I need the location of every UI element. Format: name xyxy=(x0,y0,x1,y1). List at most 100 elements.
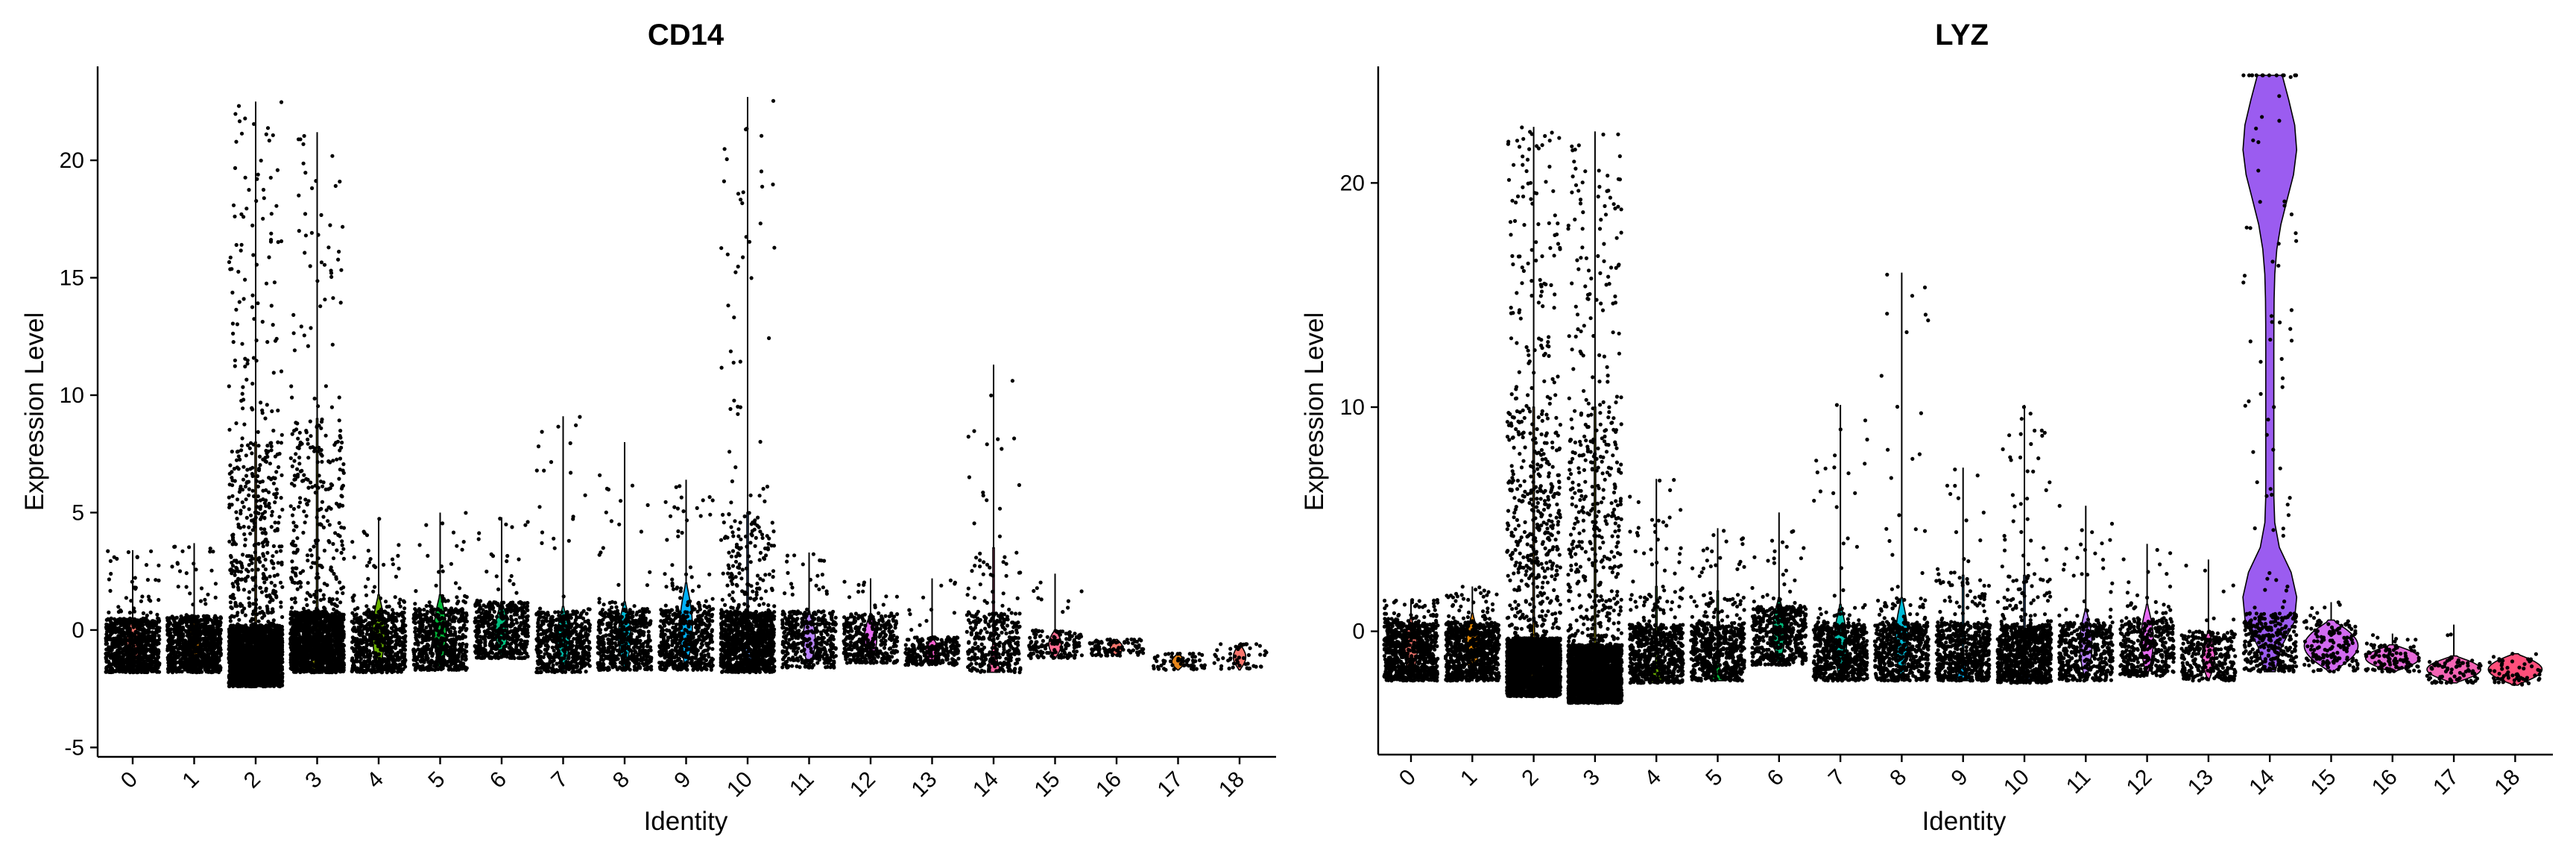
data-point xyxy=(139,658,144,662)
data-point xyxy=(271,133,275,137)
data-point xyxy=(250,667,256,672)
data-point xyxy=(122,660,127,665)
data-point xyxy=(141,616,145,621)
data-point xyxy=(232,558,236,563)
data-point xyxy=(235,450,239,454)
data-point xyxy=(233,542,239,547)
data-point xyxy=(236,576,241,581)
data-point xyxy=(249,513,253,517)
data-point xyxy=(107,577,111,582)
data-point xyxy=(273,529,277,533)
data-point xyxy=(202,614,206,619)
data-point xyxy=(268,462,272,466)
data-point xyxy=(274,204,279,208)
data-point xyxy=(233,573,237,577)
data-point xyxy=(278,580,283,585)
data-point xyxy=(279,369,284,374)
data-point xyxy=(280,507,285,512)
data-point xyxy=(209,670,214,675)
chart-title: CD14 xyxy=(648,19,724,51)
data-point xyxy=(323,384,328,388)
data-point xyxy=(261,544,265,549)
data-point xyxy=(276,240,280,245)
data-point xyxy=(250,488,255,493)
data-point xyxy=(153,619,157,624)
data-point xyxy=(239,683,244,687)
data-point xyxy=(236,269,241,274)
data-point xyxy=(174,621,178,626)
data-point xyxy=(280,473,284,477)
data-point xyxy=(256,172,260,177)
data-point xyxy=(249,678,253,682)
data-point xyxy=(104,636,108,641)
data-point xyxy=(256,494,260,499)
data-point xyxy=(208,547,212,551)
data-point xyxy=(266,611,271,615)
data-point xyxy=(213,641,218,646)
data-point xyxy=(166,664,171,668)
data-point xyxy=(185,629,189,634)
data-point xyxy=(170,667,174,673)
data-point xyxy=(247,590,252,594)
data-point xyxy=(328,223,332,227)
data-point xyxy=(251,517,256,522)
data-point xyxy=(256,301,260,306)
data-point xyxy=(269,525,274,529)
data-point xyxy=(122,640,127,644)
data-point xyxy=(266,623,271,628)
data-point xyxy=(250,381,255,386)
data-point xyxy=(246,684,251,688)
data-point xyxy=(239,398,244,403)
data-point xyxy=(186,652,190,657)
data-point xyxy=(242,505,246,509)
data-point xyxy=(181,627,186,632)
data-point xyxy=(272,678,277,682)
data-point xyxy=(256,468,262,473)
data-point xyxy=(254,262,259,267)
data-point xyxy=(256,567,260,572)
data-point xyxy=(195,667,200,671)
data-point xyxy=(210,632,215,638)
data-point xyxy=(138,665,143,670)
data-point xyxy=(117,663,122,667)
data-point xyxy=(242,215,246,219)
data-point xyxy=(273,520,277,525)
data-point xyxy=(247,446,252,450)
data-point xyxy=(280,585,285,589)
data-point xyxy=(240,436,244,441)
data-point xyxy=(233,640,238,644)
data-point xyxy=(250,528,255,532)
data-point xyxy=(203,602,208,606)
data-point xyxy=(254,510,259,515)
data-point xyxy=(215,660,220,664)
data-point xyxy=(148,610,153,615)
data-point xyxy=(252,521,256,526)
data-point xyxy=(262,580,267,585)
data-point xyxy=(170,658,174,663)
data-point xyxy=(244,453,248,458)
data-point xyxy=(138,626,142,630)
data-point xyxy=(108,588,113,594)
data-point xyxy=(259,158,263,163)
data-point xyxy=(108,655,113,660)
data-point xyxy=(124,596,128,600)
data-point xyxy=(312,561,318,565)
data-point xyxy=(267,138,271,143)
data-point xyxy=(274,491,279,496)
data-point xyxy=(261,656,265,661)
data-point xyxy=(181,642,186,646)
data-point xyxy=(108,632,113,637)
data-point xyxy=(198,642,203,646)
data-point xyxy=(254,479,259,483)
data-point xyxy=(290,605,294,610)
data-point xyxy=(132,606,136,611)
data-point xyxy=(242,465,246,469)
data-point xyxy=(331,556,336,561)
data-point xyxy=(227,384,231,388)
data-point xyxy=(169,647,174,652)
data-point xyxy=(190,650,195,655)
data-point xyxy=(231,632,236,637)
data-point xyxy=(265,606,270,611)
data-point xyxy=(250,407,255,412)
